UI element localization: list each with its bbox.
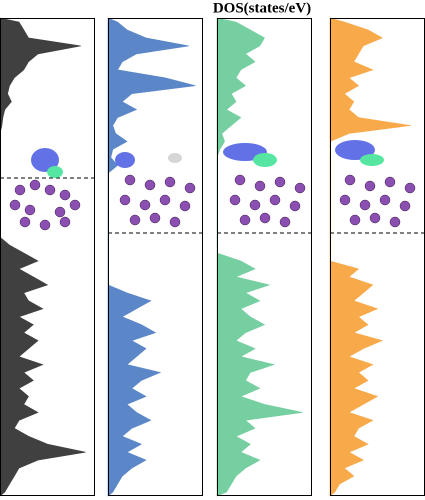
orbital: [31, 140, 384, 178]
chart-title: DOS(states/eV): [213, 0, 311, 16]
molecule: [9, 174, 416, 231]
dos-area: [329, 17, 411, 497]
panels: [0, 17, 425, 497]
panel-frame: [217, 18, 312, 496]
dos-area: [0, 17, 86, 497]
insets: [0, 140, 425, 234]
panel-frame: [108, 18, 203, 496]
panel-frame: [0, 18, 95, 496]
dos-area: [216, 17, 303, 497]
dos-area: [107, 17, 196, 497]
